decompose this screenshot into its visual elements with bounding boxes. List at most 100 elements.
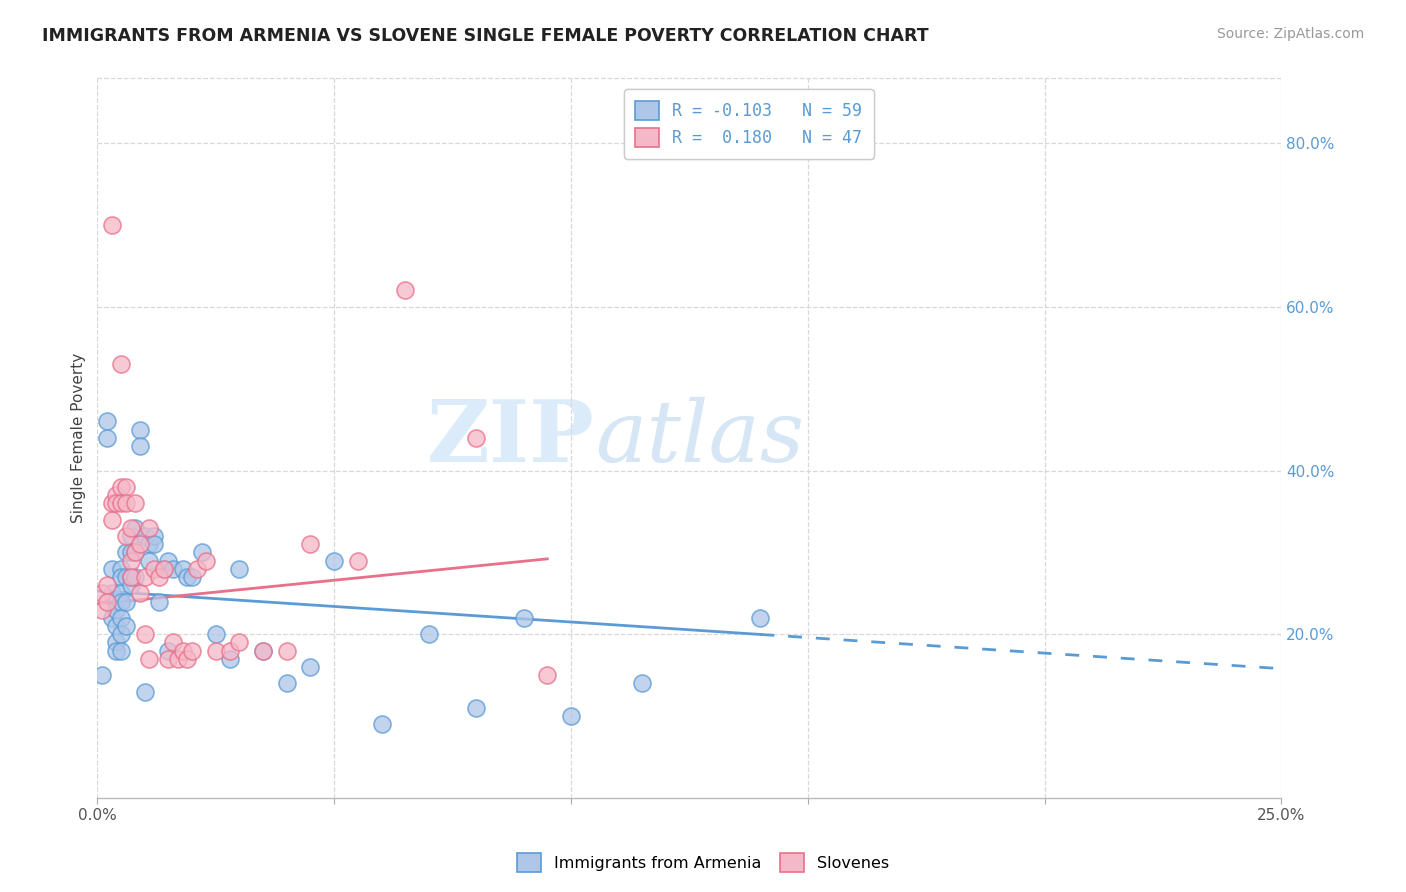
Point: [120, 553, 142, 567]
Point: [134, 627, 156, 641]
Point: [195, 553, 218, 567]
Point: [323, 553, 346, 567]
Point: [219, 643, 242, 657]
Point: [172, 643, 194, 657]
Point: [105, 488, 128, 502]
Point: [228, 635, 250, 649]
Point: [124, 545, 146, 559]
Point: [114, 545, 136, 559]
Point: [465, 431, 488, 445]
Point: [157, 553, 180, 567]
Point: [105, 635, 128, 649]
Point: [124, 545, 146, 559]
Point: [465, 701, 488, 715]
Point: [124, 496, 146, 510]
Point: [96, 414, 118, 428]
Point: [204, 643, 226, 657]
Point: [105, 603, 128, 617]
Point: [110, 594, 132, 608]
Point: [749, 611, 772, 625]
Text: Source: ZipAtlas.com: Source: ZipAtlas.com: [1216, 27, 1364, 41]
Point: [110, 643, 132, 657]
Point: [347, 553, 370, 567]
Point: [110, 586, 132, 600]
Point: [162, 635, 184, 649]
Point: [138, 537, 160, 551]
Point: [105, 496, 128, 510]
Point: [134, 684, 156, 698]
Point: [96, 594, 118, 608]
Point: [299, 660, 322, 674]
Point: [96, 431, 118, 445]
Point: [114, 594, 136, 608]
Point: [370, 717, 392, 731]
Point: [204, 627, 226, 641]
Point: [120, 545, 142, 559]
Text: IMMIGRANTS FROM ARMENIA VS SLOVENE SINGLE FEMALE POVERTY CORRELATION CHART: IMMIGRANTS FROM ARMENIA VS SLOVENE SINGL…: [42, 27, 929, 45]
Point: [228, 562, 250, 576]
Point: [110, 496, 132, 510]
Point: [138, 553, 160, 567]
Point: [100, 218, 122, 232]
Point: [110, 611, 132, 625]
Point: [252, 643, 274, 657]
Point: [110, 627, 132, 641]
Point: [190, 545, 212, 559]
Point: [100, 611, 122, 625]
Point: [129, 586, 152, 600]
Point: [152, 562, 174, 576]
Point: [124, 570, 146, 584]
Point: [148, 570, 170, 584]
Point: [157, 652, 180, 666]
Point: [276, 643, 298, 657]
Point: [114, 619, 136, 633]
Point: [157, 643, 180, 657]
Point: [134, 570, 156, 584]
Point: [129, 537, 152, 551]
Point: [148, 594, 170, 608]
Point: [143, 562, 166, 576]
Point: [120, 521, 142, 535]
Point: [100, 562, 122, 576]
Point: [91, 586, 114, 600]
Point: [110, 357, 132, 371]
Point: [299, 537, 322, 551]
Point: [219, 652, 242, 666]
Point: [100, 496, 122, 510]
Point: [181, 643, 204, 657]
Text: ZIP: ZIP: [427, 396, 595, 480]
Point: [394, 284, 416, 298]
Point: [100, 586, 122, 600]
Legend: R = -0.103   N = 59, R =  0.180   N = 47: R = -0.103 N = 59, R = 0.180 N = 47: [624, 89, 873, 159]
Point: [110, 480, 132, 494]
Point: [418, 627, 440, 641]
Point: [252, 643, 274, 657]
Point: [512, 611, 534, 625]
Point: [120, 570, 142, 584]
Point: [110, 570, 132, 584]
Point: [114, 496, 136, 510]
Point: [181, 570, 204, 584]
Point: [129, 439, 152, 453]
Point: [134, 529, 156, 543]
Point: [176, 570, 198, 584]
Point: [114, 529, 136, 543]
Point: [91, 668, 114, 682]
Point: [105, 619, 128, 633]
Point: [138, 652, 160, 666]
Point: [138, 521, 160, 535]
Point: [105, 643, 128, 657]
Point: [152, 562, 174, 576]
Point: [114, 480, 136, 494]
Point: [560, 709, 582, 723]
Point: [172, 562, 194, 576]
Point: [276, 676, 298, 690]
Legend: Immigrants from Armenia, Slovenes: Immigrants from Armenia, Slovenes: [509, 845, 897, 880]
Point: [124, 521, 146, 535]
Point: [114, 570, 136, 584]
Point: [91, 603, 114, 617]
Point: [120, 578, 142, 592]
Point: [100, 513, 122, 527]
Point: [110, 562, 132, 576]
Point: [129, 423, 152, 437]
